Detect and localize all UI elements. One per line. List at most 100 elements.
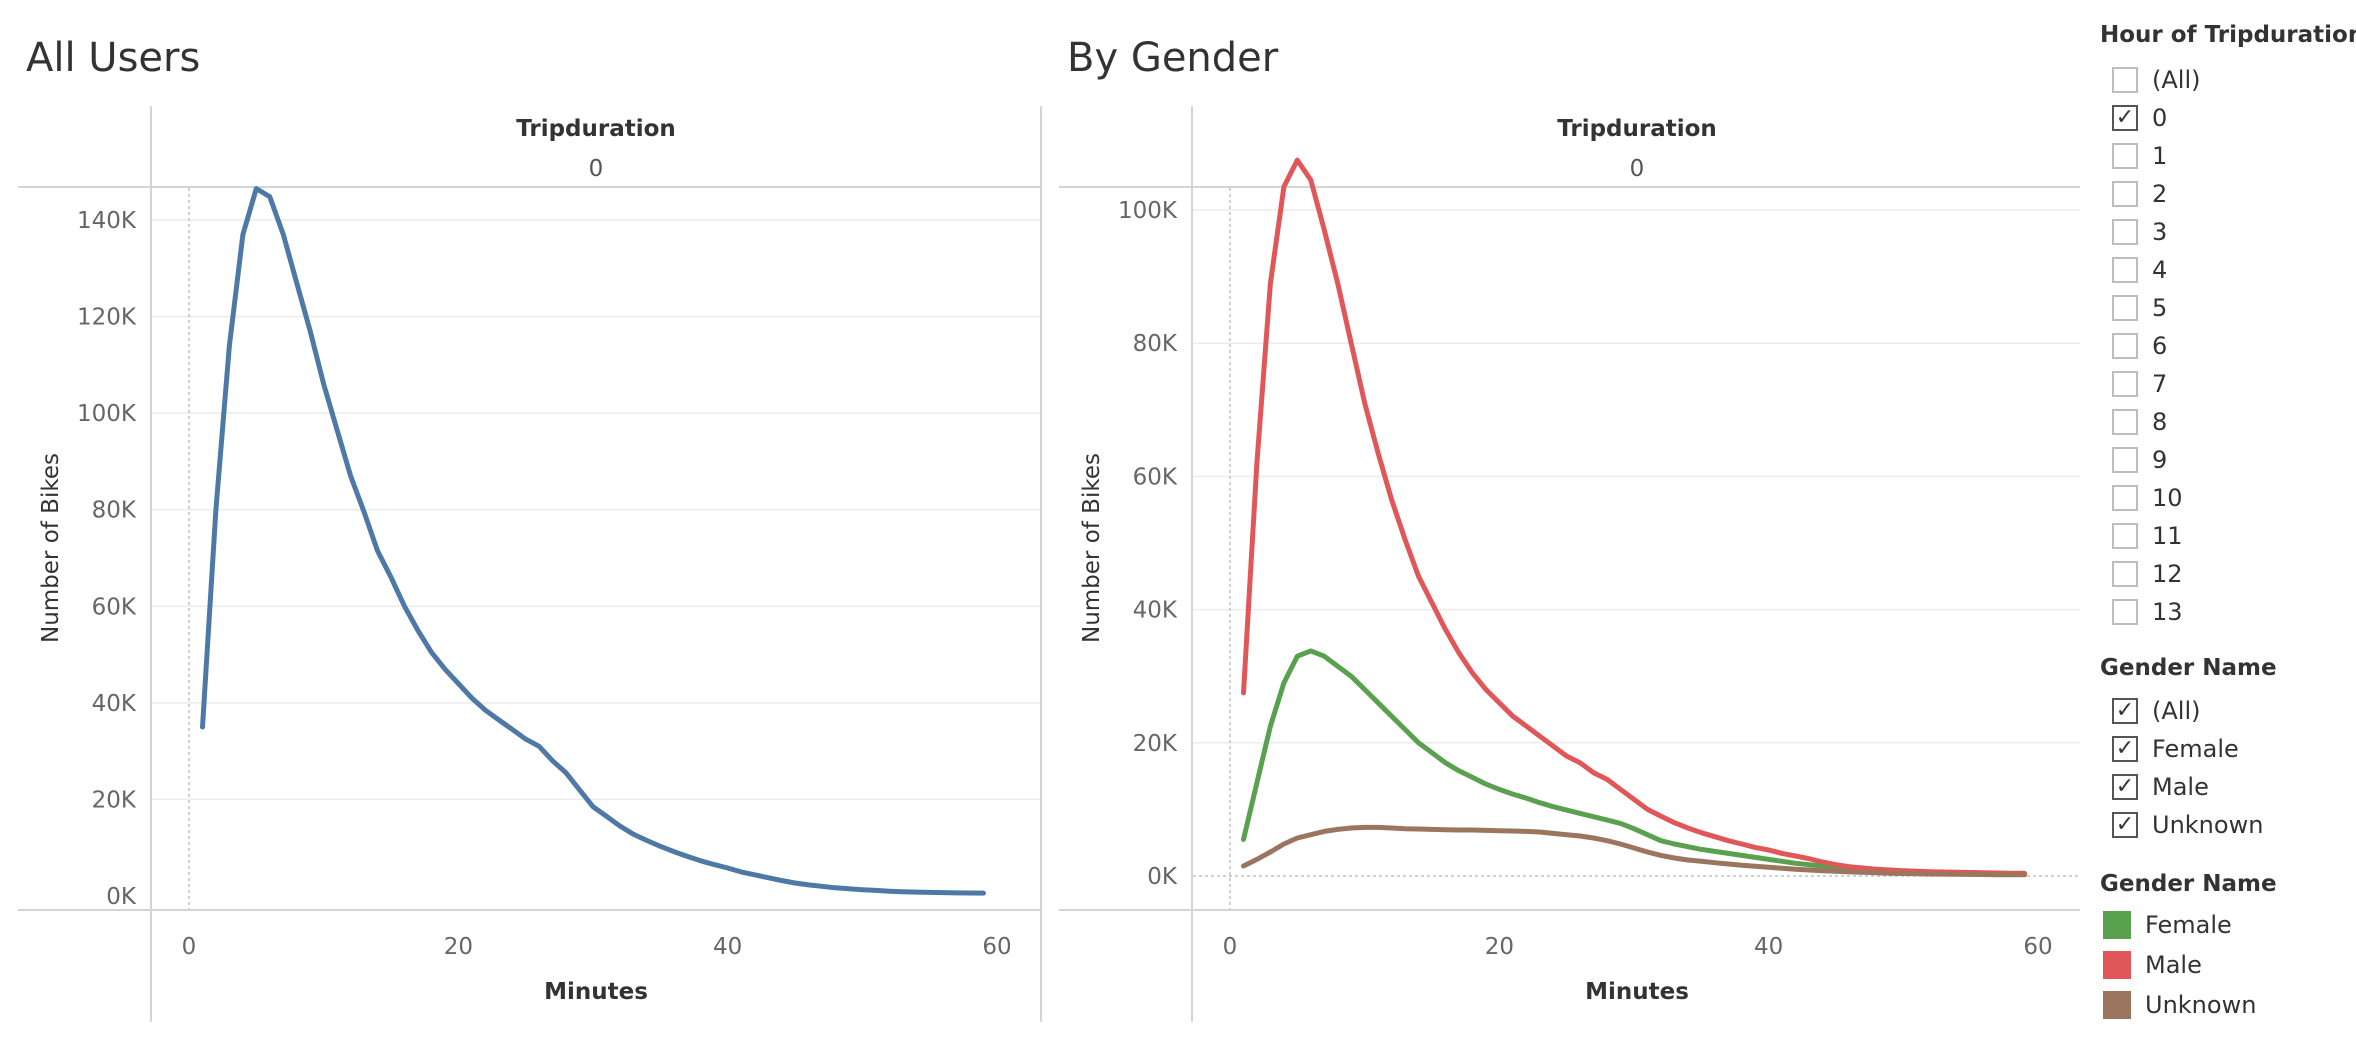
series-line-female [1241, 648, 2027, 877]
checkbox[interactable] [2112, 561, 2138, 587]
checkbox-label: Male [2152, 773, 2209, 801]
gender-filter-option[interactable]: ✓ Male [2112, 770, 2209, 804]
hour-filter-option[interactable]: (All) [2112, 63, 2200, 97]
checkbox[interactable] [2112, 219, 2138, 245]
legend-title: Gender Name [2100, 871, 2277, 897]
column-header-value: 0 [589, 156, 604, 182]
checkbox-label: 12 [2152, 560, 2183, 588]
checkbox-label: (All) [2152, 697, 2201, 725]
x-tick-label: 40 [1754, 934, 1783, 960]
checkbox[interactable]: ✓ [2112, 812, 2138, 838]
hour-filter-option[interactable]: ✓ 0 [2112, 101, 2167, 135]
x-tick-label: 20 [444, 934, 473, 960]
y-tick-label: 80K [92, 498, 137, 524]
y-tick-label: 100K [1118, 198, 1178, 224]
gender-filter-option[interactable]: ✓ (All) [2112, 694, 2200, 728]
checkbox-label: 9 [2152, 446, 2168, 474]
y-tick-label: 40K [92, 691, 137, 717]
y-tick-label: 40K [1133, 598, 1178, 624]
chart-title: By Gender [1067, 35, 1279, 81]
checkbox[interactable] [2112, 599, 2138, 625]
hour-filter-option[interactable]: 3 [2112, 215, 2167, 249]
hour-filter-option[interactable]: 10 [2112, 481, 2183, 515]
chart-title: All Users [26, 35, 200, 81]
hour-filter-option[interactable]: 6 [2112, 329, 2167, 363]
y-tick-label: 60K [1133, 464, 1178, 490]
x-tick-label: 60 [982, 934, 1011, 960]
legend-item[interactable]: Male [2103, 948, 2202, 982]
checkbox[interactable] [2112, 67, 2138, 93]
checkbox[interactable] [2112, 181, 2138, 207]
gender-filter-title: Gender Name [2100, 655, 2277, 681]
hour-filter-option[interactable]: 5 [2112, 291, 2167, 325]
chart-by-gender: By Gender Tripduration 0 0K 20K 40K 60K 80K 1… [1059, 35, 2080, 1022]
hour-filter-option[interactable]: 4 [2112, 253, 2167, 287]
checkbox[interactable] [2112, 333, 2138, 359]
x-tick-label: 0 [182, 934, 197, 960]
legend-label: Unknown [2145, 991, 2257, 1019]
legend-swatch [2103, 911, 2131, 939]
checkbox-label: 11 [2152, 522, 2183, 550]
y-tick-label: 60K [92, 594, 137, 620]
legend-label: Male [2145, 951, 2202, 979]
x-axis-label: Minutes [544, 979, 648, 1005]
checkbox[interactable] [2112, 523, 2138, 549]
series-line-male [1241, 157, 2027, 876]
checkbox[interactable] [2112, 257, 2138, 283]
hour-filter-option[interactable]: 12 [2112, 557, 2183, 591]
checkbox-label: (All) [2152, 66, 2201, 94]
checkbox-label: 10 [2152, 484, 2183, 512]
checkbox[interactable] [2112, 143, 2138, 169]
x-tick-label: 20 [1485, 934, 1514, 960]
checkbox[interactable]: ✓ [2112, 105, 2138, 131]
y-tick-label: 20K [1133, 731, 1178, 757]
hour-filter-option[interactable]: 13 [2112, 595, 2183, 629]
y-tick-label: 20K [92, 787, 137, 813]
checkbox[interactable]: ✓ [2112, 774, 2138, 800]
dashboard-charts: All Users Tripduration 0 0K 20K 40K 60K 80K 1… [18, 35, 2080, 1022]
legend-item[interactable]: Unknown [2103, 988, 2256, 1022]
hour-filter-title: Hour of Tripduration [2100, 22, 2356, 48]
y-tick-label: 140K [77, 208, 137, 234]
checkbox-label: 8 [2152, 408, 2168, 436]
series-line [200, 186, 986, 896]
y-tick-label: 80K [1133, 331, 1178, 357]
legend-item[interactable]: Female [2103, 908, 2232, 942]
y-tick-label: 0K [1147, 864, 1178, 890]
hour-filter-option[interactable]: 8 [2112, 405, 2167, 439]
gender-filter-option[interactable]: ✓ Unknown [2112, 808, 2263, 842]
checkbox-label: 5 [2152, 294, 2168, 322]
checkbox-label: 13 [2152, 598, 2183, 626]
checkbox[interactable] [2112, 371, 2138, 397]
checkbox-label: Female [2152, 735, 2239, 763]
hour-filter-option[interactable]: 7 [2112, 367, 2167, 401]
checkbox[interactable]: ✓ [2112, 736, 2138, 762]
checkbox-label: Unknown [2152, 811, 2264, 839]
y-axis-label: Number of Bikes [1079, 453, 1105, 643]
y-tick-label: 100K [77, 401, 137, 427]
x-axis-label: Minutes [1585, 979, 1689, 1005]
checkbox[interactable] [2112, 409, 2138, 435]
y-axis-label: Number of Bikes [38, 453, 64, 643]
chart-all-users: All Users Tripduration 0 0K 20K 40K 60K 80K 1… [18, 35, 1042, 1022]
checkbox[interactable]: ✓ [2112, 698, 2138, 724]
column-header: Tripduration [516, 116, 676, 142]
hour-filter-option[interactable]: 11 [2112, 519, 2183, 553]
checkbox-label: 7 [2152, 370, 2168, 398]
checkbox[interactable] [2112, 295, 2138, 321]
gender-filter-option[interactable]: ✓ Female [2112, 732, 2239, 766]
y-tick-label: 120K [77, 305, 137, 331]
legend-swatch [2103, 991, 2131, 1019]
checkbox-label: 3 [2152, 218, 2168, 246]
x-tick-label: 60 [2023, 934, 2052, 960]
checkbox[interactable] [2112, 447, 2138, 473]
x-tick-label: 40 [713, 934, 742, 960]
hour-filter-option[interactable]: 1 [2112, 139, 2167, 173]
checkbox[interactable] [2112, 485, 2138, 511]
column-header-value: 0 [1630, 156, 1645, 182]
x-tick-label: 0 [1223, 934, 1238, 960]
checkbox-label: 4 [2152, 256, 2168, 284]
hour-filter-option[interactable]: 2 [2112, 177, 2167, 211]
checkbox-label: 2 [2152, 180, 2168, 208]
hour-filter-option[interactable]: 9 [2112, 443, 2167, 477]
